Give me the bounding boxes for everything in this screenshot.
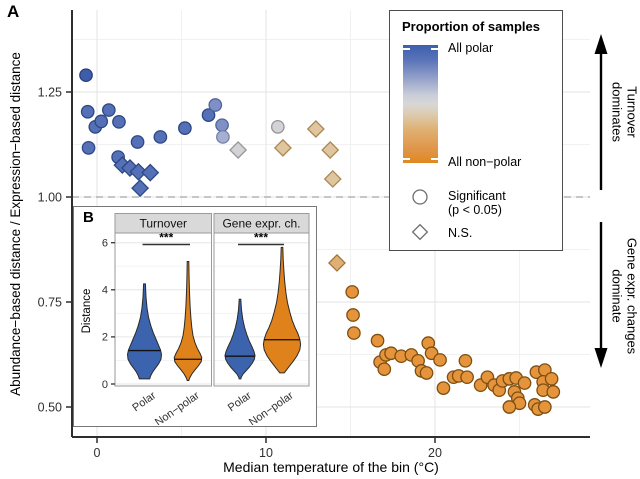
scatter-point-circle (544, 372, 559, 386)
x-axis-tick-label: 10 (259, 446, 273, 460)
gene-arrow-head (594, 348, 608, 368)
scatter-point-circle (345, 285, 360, 299)
inset-y-tick-label: 2 (102, 332, 108, 344)
scatter-point-circle (216, 130, 230, 144)
panel-a-label: A (7, 2, 20, 21)
scatter-point-circle (101, 103, 116, 117)
scatter-point-diamond (273, 138, 292, 157)
significance-stars: *** (159, 231, 173, 245)
scatter-point-circle (460, 370, 474, 385)
scatter-point-diamond (327, 253, 346, 272)
legend-label-ns: N.S. (448, 226, 473, 240)
legend-label-all-nonpolar: All non−polar (448, 155, 522, 169)
scatter-point-circle (215, 118, 229, 133)
annotation-gene-expr-dominate: Gene expr. changes dominate (609, 237, 640, 355)
scatter-point-circle (81, 141, 96, 155)
y-axis-tick-label: 1.25 (38, 86, 62, 100)
inset-x-category-label: Polar (130, 389, 158, 414)
scatter-point-diamond (141, 163, 160, 182)
y-axis-tick-label: 0.75 (38, 296, 62, 310)
legend-label-all-polar: All polar (448, 41, 494, 55)
inset-y-tick-label: 6 (102, 238, 108, 250)
scatter-point-circle (80, 104, 95, 119)
scatter-point-circle (436, 381, 451, 395)
legend-title: Proportion of samples (402, 19, 540, 34)
significance-stars: *** (254, 231, 268, 245)
scatter-point-diamond (129, 162, 148, 181)
scatter-point-circle (517, 376, 532, 390)
annotation-turnover-dominates: Turnover dominates (609, 82, 640, 142)
scatter-point-circle (201, 108, 216, 122)
scatter-point-circle (112, 114, 126, 129)
significant-circle-icon (412, 189, 428, 205)
scatter-point-circle (94, 114, 109, 129)
legend-gradient-bar (403, 45, 438, 163)
inset-x-category-label: Non−polar (153, 389, 202, 425)
scatter-point-circle (346, 308, 360, 322)
ns-diamond-icon (411, 223, 429, 241)
legend-label-significant: Significant (p < 0.05) (448, 189, 506, 217)
violin-polar (224, 298, 256, 380)
facet-strip-label: Turnover (139, 217, 187, 231)
scatter-point-circle (347, 326, 361, 340)
inset-y-axis-title: Distance (81, 289, 93, 334)
inset-panel-b: B Turnover Polar Non−polar *** Gene expr. ch… (73, 206, 317, 429)
y-axis-tick-label: 0.50 (38, 401, 62, 415)
y-axis-title: Abundance−based distance / Expression−ba… (8, 52, 23, 396)
violin-polar (126, 283, 163, 380)
scatter-point-circle (537, 400, 552, 414)
scatter-point-diamond (306, 119, 325, 138)
scatter-point-circle (458, 353, 473, 368)
x-axis-tick-label: 20 (428, 446, 442, 460)
scatter-point-circle (208, 98, 223, 112)
inset-y-tick-label: 4 (102, 285, 108, 297)
scatter-point-circle (433, 353, 447, 367)
x-axis-title: Median temperature of the bin (°C) (223, 459, 439, 475)
scatter-point-circle (79, 68, 93, 83)
gradient-end-tick (431, 158, 438, 160)
inset-y-tick-label: 0 (102, 379, 108, 391)
scatter-point-circle (130, 135, 145, 149)
turnover-arrow-head (594, 34, 608, 54)
facet-strip (114, 213, 212, 234)
gradient-end-tick (403, 48, 410, 50)
scatter-point-diamond (229, 140, 248, 159)
inset-x-category-label: Polar (226, 389, 254, 414)
gradient-end-tick (431, 48, 438, 50)
scatter-point-circle (153, 130, 168, 144)
legend-box: Proportion of samples All polar All non−… (389, 10, 563, 251)
scatter-point-circle (546, 385, 561, 399)
scatter-point-circle (419, 366, 434, 380)
facet-strip (213, 213, 310, 234)
gradient-end-tick (403, 158, 410, 160)
scatter-point-circle (270, 120, 285, 134)
violin-nonpolar (173, 261, 203, 381)
scatter-point-circle (377, 362, 392, 377)
scatter-point-circle (502, 400, 517, 414)
scatter-point-diamond (323, 169, 342, 188)
scatter-point-circle (370, 333, 385, 348)
inset-x-category-label: Non−polar (247, 389, 296, 425)
facet-strip-label: Gene expr. ch. (222, 217, 300, 231)
scatter-point-circle (178, 121, 192, 135)
scatter-point-diamond (131, 179, 150, 198)
violin-nonpolar (262, 246, 302, 374)
y-axis-tick-label: 1.00 (38, 191, 62, 205)
x-axis-tick-label: 0 (94, 446, 101, 460)
scatter-point-diamond (321, 140, 340, 159)
panel-b-label: B (83, 209, 94, 226)
